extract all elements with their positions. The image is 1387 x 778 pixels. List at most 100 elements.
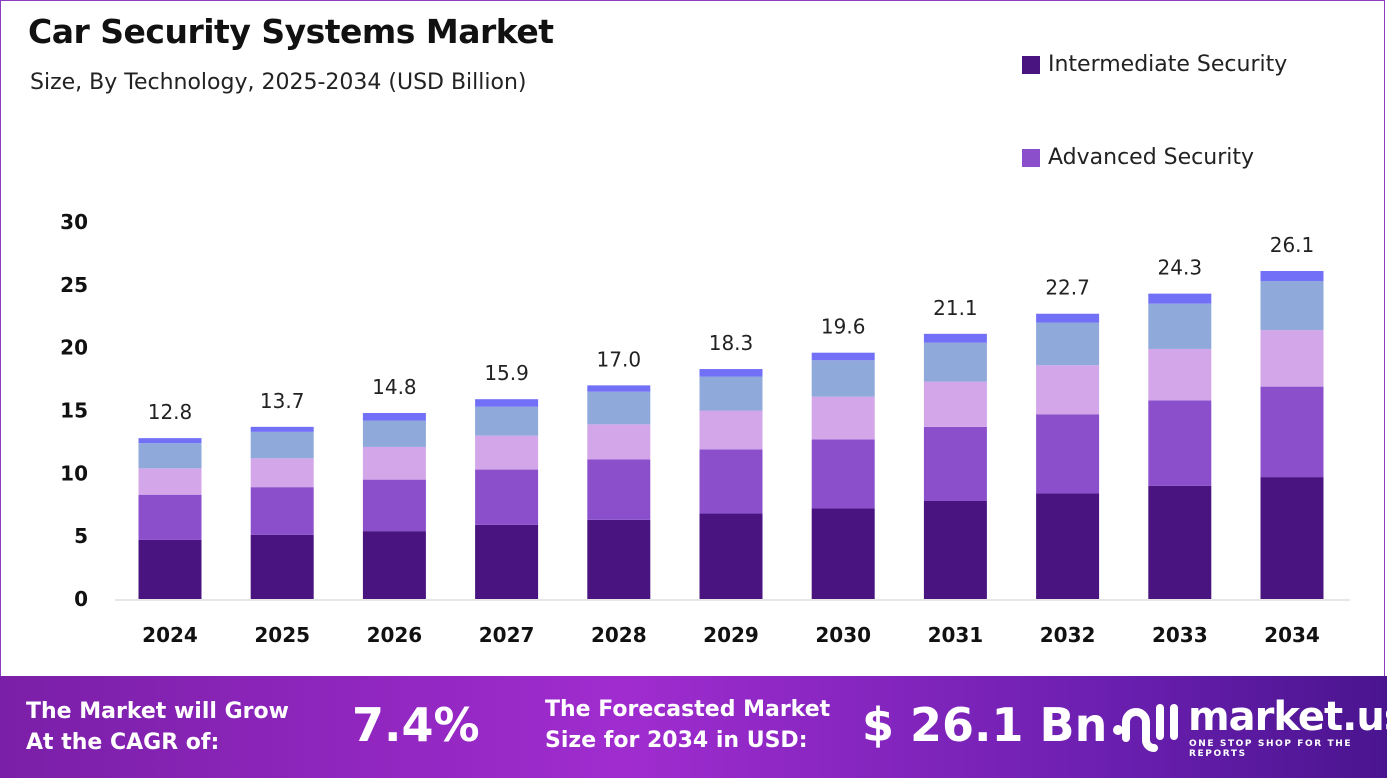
bar-segment-2034-s3 bbox=[1260, 281, 1324, 331]
bar-segment-2029-s3 bbox=[699, 376, 763, 411]
legend-item-intermediate: Intermediate Security bbox=[1022, 52, 1287, 77]
bar-segment-2034-s1 bbox=[1260, 386, 1324, 478]
bar-segment-2029-s1 bbox=[699, 449, 763, 514]
bar-segment-2026-s2 bbox=[362, 446, 426, 480]
x-tick-label: 2034 bbox=[1264, 623, 1320, 647]
bar-segment-2025-s3 bbox=[250, 431, 314, 459]
bar-segment-2030-s0 bbox=[811, 508, 875, 599]
bar-segment-2024-s4 bbox=[138, 438, 202, 444]
bar-segment-2031-s3 bbox=[923, 342, 987, 382]
bar-segment-2030-s1 bbox=[811, 439, 875, 509]
x-tick-label: 2031 bbox=[928, 623, 984, 647]
bar-segment-2033-s2 bbox=[1148, 348, 1212, 401]
bar-segment-2027-s4 bbox=[475, 399, 539, 407]
bar-segment-2026-s0 bbox=[362, 531, 426, 599]
total-label: 24.3 bbox=[1158, 256, 1203, 280]
forecast-value: $ 26.1 Bn bbox=[862, 698, 1108, 752]
bar-segment-2028-s1 bbox=[587, 459, 651, 520]
bar-segment-2029-s0 bbox=[699, 513, 763, 599]
chart-title: Car Security Systems Market bbox=[28, 12, 554, 51]
bar-segment-2027-s0 bbox=[475, 524, 539, 599]
x-tick-label: 2028 bbox=[591, 623, 647, 647]
x-tick-label: 2033 bbox=[1152, 623, 1208, 647]
bar-segment-2024-s3 bbox=[138, 443, 202, 469]
chart-subtitle: Size, By Technology, 2025-2034 (USD Bill… bbox=[30, 70, 527, 95]
forecast-label-line: Size for 2034 in USD: bbox=[545, 728, 808, 753]
x-tick-label: 2027 bbox=[479, 623, 535, 647]
bar-segment-2034-s2 bbox=[1260, 330, 1324, 387]
bar-segment-2031-s1 bbox=[923, 426, 987, 501]
legend-swatch bbox=[1022, 148, 1040, 167]
total-label: 12.8 bbox=[148, 400, 193, 424]
bar-segment-2033-s3 bbox=[1148, 303, 1212, 349]
bar-segment-2027-s2 bbox=[475, 435, 539, 470]
bar-segment-2025-s0 bbox=[250, 534, 314, 599]
bar-chart: 05101520253012.8202413.7202514.8202615.9… bbox=[60, 210, 1350, 647]
total-label: 14.8 bbox=[372, 375, 417, 399]
bar-segment-2032-s1 bbox=[1036, 414, 1100, 494]
cagr-value: 7.4% bbox=[352, 698, 480, 752]
bar-segment-2030-s3 bbox=[811, 360, 875, 397]
footer-banner: The Market will Grow At the CAGR of: 7.4… bbox=[0, 676, 1387, 778]
bar-segment-2034-s4 bbox=[1260, 271, 1324, 282]
cagr-label-line: The Market will Grow bbox=[26, 699, 289, 724]
legend-swatch bbox=[1022, 55, 1040, 74]
x-tick-label: 2029 bbox=[703, 623, 759, 647]
bar-segment-2031-s4 bbox=[923, 333, 987, 343]
bar-segment-2024-s2 bbox=[138, 468, 202, 495]
bar-segment-2028-s3 bbox=[587, 391, 651, 425]
y-tick-label: 25 bbox=[60, 273, 88, 297]
bar-segment-2029-s4 bbox=[699, 369, 763, 377]
bar-segment-2031-s0 bbox=[923, 500, 987, 599]
bar-segment-2025-s4 bbox=[250, 426, 314, 432]
bar-segment-2028-s0 bbox=[587, 519, 651, 599]
y-tick-label: 20 bbox=[60, 336, 88, 360]
bar-segment-2030-s2 bbox=[811, 396, 875, 440]
total-label: 18.3 bbox=[709, 331, 754, 355]
bar-segment-2025-s1 bbox=[250, 487, 314, 535]
cagr-label-line: At the CAGR of: bbox=[26, 730, 220, 755]
y-tick-label: 15 bbox=[60, 399, 88, 423]
y-tick-label: 10 bbox=[60, 461, 88, 485]
x-tick-label: 2025 bbox=[254, 623, 310, 647]
bar-segment-2027-s1 bbox=[475, 469, 539, 525]
total-label: 22.7 bbox=[1045, 276, 1090, 300]
total-label: 26.1 bbox=[1270, 233, 1315, 257]
bar-segment-2028-s2 bbox=[587, 424, 651, 460]
bar-segment-2024-s1 bbox=[138, 494, 202, 540]
brand-name: market.us bbox=[1188, 694, 1387, 740]
legend-item-advanced: Advanced Security bbox=[1022, 145, 1254, 170]
total-label: 19.6 bbox=[821, 315, 866, 339]
bar-segment-2033-s0 bbox=[1148, 485, 1212, 599]
bar-segment-2032-s0 bbox=[1036, 493, 1100, 599]
brand-tagline: ONE STOP SHOP FOR THE REPORTS bbox=[1189, 739, 1353, 759]
legend-label: Intermediate Security bbox=[1048, 52, 1288, 77]
forecast-label: The Forecasted Market Size for 2034 in U… bbox=[545, 694, 830, 756]
bar-segment-2032-s3 bbox=[1036, 322, 1100, 366]
bar-segment-2034-s0 bbox=[1260, 477, 1324, 599]
market-us-logo-icon bbox=[1113, 704, 1178, 752]
bar-segment-2026-s1 bbox=[362, 479, 426, 532]
x-tick-label: 2030 bbox=[815, 623, 871, 647]
forecast-label-line: The Forecasted Market bbox=[545, 697, 831, 722]
x-tick-label: 2026 bbox=[367, 623, 423, 647]
cagr-label: The Market will Grow At the CAGR of: bbox=[26, 696, 289, 758]
bar-segment-2033-s1 bbox=[1148, 400, 1212, 486]
bar-segment-2032-s2 bbox=[1036, 365, 1100, 415]
x-tick-label: 2024 bbox=[142, 623, 198, 647]
legend-label: Advanced Security bbox=[1048, 145, 1255, 170]
bar-segment-2027-s3 bbox=[475, 406, 539, 436]
bar-segment-2026-s4 bbox=[362, 413, 426, 421]
total-label: 15.9 bbox=[484, 361, 529, 385]
chart-frame bbox=[0, 0, 1385, 676]
bar-segment-2031-s2 bbox=[923, 381, 987, 427]
y-tick-label: 5 bbox=[74, 524, 88, 548]
x-tick-label: 2032 bbox=[1040, 623, 1096, 647]
bar-segment-2029-s2 bbox=[699, 410, 763, 450]
total-label: 17.0 bbox=[597, 347, 642, 371]
bar-segment-2032-s4 bbox=[1036, 313, 1100, 323]
bar-segment-2026-s3 bbox=[362, 420, 426, 447]
bar-segment-2030-s4 bbox=[811, 352, 875, 361]
bar-segment-2025-s2 bbox=[250, 458, 314, 488]
total-label: 21.1 bbox=[933, 296, 978, 320]
